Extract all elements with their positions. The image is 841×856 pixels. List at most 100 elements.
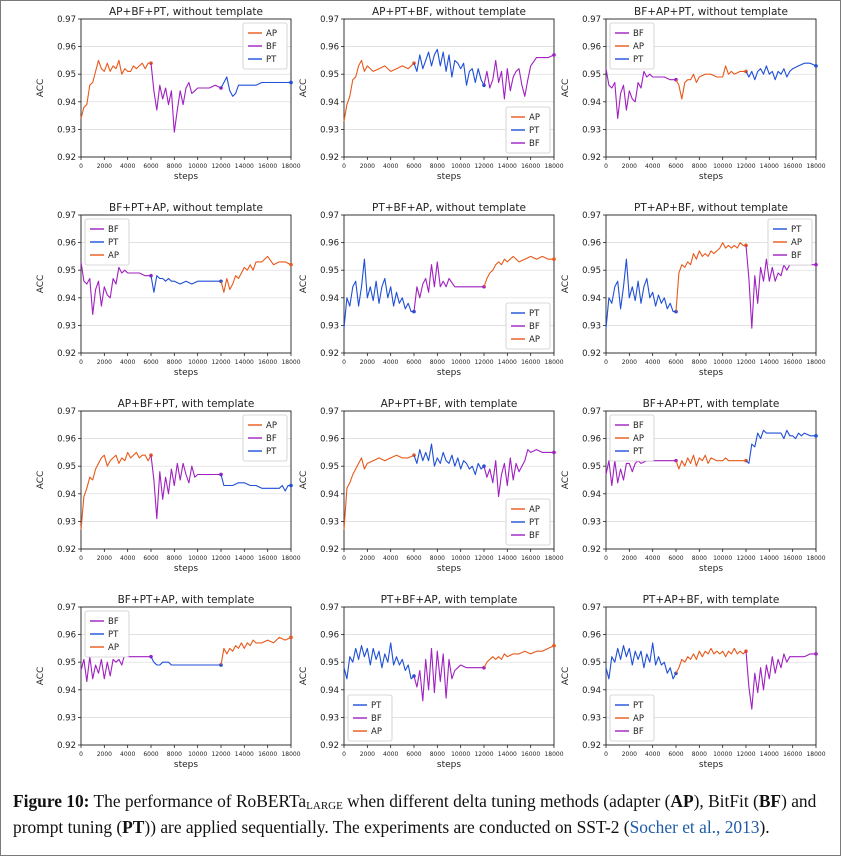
legend-label-pt: PT xyxy=(371,701,382,711)
x-tick-label: 16000 xyxy=(521,163,540,170)
y-axis-label: ACC xyxy=(36,667,46,686)
y-tick-label: 0.94 xyxy=(582,686,601,696)
legend-box xyxy=(242,22,288,70)
line-chart: AP+PT+BF, with template 0.92 0.93 0.94 0.95 0… xyxy=(299,398,564,574)
series-endpoint-bf xyxy=(814,652,818,656)
chart-panel: BF+AP+PT, with template 0.92 0.93 0.94 0.95 0… xyxy=(544,393,826,588)
y-tick-label: 0.95 xyxy=(582,70,601,80)
chart-title: PT+AP+BF, with template xyxy=(643,594,780,606)
y-axis-label: ACC xyxy=(561,667,571,686)
legend-label-bf: BF xyxy=(791,251,802,261)
x-tick-label: 16000 xyxy=(258,163,277,170)
line-chart: PT+BF+AP, without template 0.92 0.93 0.94 0.… xyxy=(299,202,564,378)
x-tick-label: 12000 xyxy=(211,359,230,366)
series-line-ap xyxy=(220,255,292,293)
series-endpoint-pt xyxy=(814,64,818,68)
x-tick-label: 14000 xyxy=(760,359,779,366)
plot-frame xyxy=(605,410,817,550)
line-chart: AP+PT+BF, without template 0.92 0.93 0.94 0.… xyxy=(299,6,564,182)
y-tick-label: 0.95 xyxy=(582,462,601,472)
x-tick-label: 8000 xyxy=(430,163,445,170)
x-tick-label: 16000 xyxy=(783,359,802,366)
chart-title: AP+PT+BF, with template xyxy=(381,398,518,410)
x-tick-label: 0 xyxy=(79,359,83,366)
series-endpoint-bf xyxy=(674,458,678,463)
y-tick-label: 0.95 xyxy=(57,658,76,668)
x-tick-label: 2000 xyxy=(360,751,375,758)
legend-label-ap: AP xyxy=(108,643,119,653)
x-tick-label: 0 xyxy=(79,555,83,562)
y-tick-label: 0.96 xyxy=(582,435,601,445)
figure-caption: Figure 10: The performance of RoBERTaLAR… xyxy=(13,791,833,838)
legend-label-pt: PT xyxy=(633,701,644,711)
x-tick-label: 8000 xyxy=(167,359,182,366)
chart-panel: AP+PT+BF, with template 0.92 0.93 0.94 0.95 0… xyxy=(282,393,564,588)
x-tick-label: 6000 xyxy=(668,751,683,758)
x-tick-label: 8000 xyxy=(692,359,707,366)
x-tick-label: 14000 xyxy=(235,359,254,366)
y-tick-label: 0.97 xyxy=(582,211,601,221)
legend-label-bf: BF xyxy=(529,322,540,332)
chart-grid: AP+BF+PT, without template 0.92 0.93 0.94 0.… xyxy=(1,1,841,781)
y-tick-label: 0.97 xyxy=(320,407,339,417)
caption-pt: PT xyxy=(122,817,145,837)
y-tick-label: 0.96 xyxy=(57,435,76,445)
x-axis-label: steps xyxy=(699,760,723,770)
caption-text-4: ) and prompt tuning ( xyxy=(13,791,817,837)
x-tick-label: 10000 xyxy=(451,751,470,758)
legend-label-ap: AP xyxy=(529,335,540,345)
series-line-bf xyxy=(80,261,151,315)
x-tick-label: 16000 xyxy=(783,163,802,170)
x-tick-label: 14000 xyxy=(498,359,517,366)
series-line-ap xyxy=(675,454,746,470)
x-axis-label: steps xyxy=(437,760,461,770)
y-tick-label: 0.92 xyxy=(320,741,339,751)
x-tick-label: 18000 xyxy=(544,555,563,562)
series-line-pt xyxy=(343,642,415,680)
legend-label-bf: BF xyxy=(108,617,119,627)
caption-bf: BF xyxy=(758,791,782,811)
y-tick-label: 0.93 xyxy=(320,321,339,331)
series-line-pt xyxy=(220,76,291,97)
y-tick-label: 0.92 xyxy=(582,741,601,751)
x-tick-label: 16000 xyxy=(258,555,277,562)
line-chart: PT+AP+BF, with template 0.92 0.93 0.94 0.95 0… xyxy=(561,594,826,770)
x-tick-label: 12000 xyxy=(474,555,493,562)
x-tick-label: 16000 xyxy=(783,751,802,758)
x-tick-label: 2000 xyxy=(360,555,375,562)
line-chart: BF+PT+AP, without template 0.92 0.93 0.94 0.… xyxy=(36,202,301,378)
series-endpoint-ap xyxy=(412,453,416,457)
series-endpoint-bf xyxy=(219,472,223,477)
series-line-bf xyxy=(605,68,676,119)
x-tick-label: 4000 xyxy=(120,359,135,366)
chart-panel: PT+BF+AP, without template 0.92 0.93 0.94 0.… xyxy=(282,197,564,392)
y-axis-label: ACC xyxy=(299,667,309,686)
y-tick-label: 0.96 xyxy=(582,43,601,53)
plot-frame xyxy=(80,18,292,158)
x-axis-label: steps xyxy=(174,172,198,182)
y-tick-label: 0.96 xyxy=(57,631,76,641)
series-line-pt xyxy=(745,429,816,464)
y-tick-label: 0.94 xyxy=(320,490,339,500)
y-tick-label: 0.92 xyxy=(582,545,601,555)
legend-label-ap: AP xyxy=(529,113,540,123)
x-axis-label: steps xyxy=(699,172,723,182)
x-tick-label: 12000 xyxy=(211,163,230,170)
caption-text-2: when different delta tuning methods (ada… xyxy=(342,791,671,811)
x-tick-label: 8000 xyxy=(167,555,182,562)
citation-link[interactable]: Socher et al., 2013 xyxy=(629,817,760,837)
series-line-ap xyxy=(675,647,747,674)
caption-text-3: ), BitFit ( xyxy=(693,791,759,811)
y-tick-label: 0.94 xyxy=(582,98,601,108)
x-tick-label: 0 xyxy=(604,751,608,758)
caption-subscript: LARGE xyxy=(306,800,343,812)
x-tick-label: 14000 xyxy=(235,751,254,758)
caption-text-1: The performance of RoBERTa xyxy=(89,791,307,811)
x-tick-label: 4000 xyxy=(645,163,660,170)
x-tick-label: 10000 xyxy=(188,751,207,758)
legend-label-bf: BF xyxy=(529,139,540,149)
legend-label-ap: AP xyxy=(266,29,277,39)
legend-box xyxy=(242,414,288,462)
y-axis-label: ACC xyxy=(561,275,571,294)
legend: AP BF PT xyxy=(242,22,288,70)
